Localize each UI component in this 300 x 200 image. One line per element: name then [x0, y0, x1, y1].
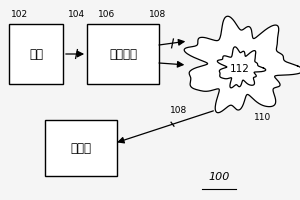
Text: 光源: 光源	[29, 47, 43, 60]
Bar	[9, 24, 63, 84]
Polygon shape	[217, 47, 266, 88]
Text: 102: 102	[11, 10, 28, 19]
Bar	[87, 24, 159, 84]
Text: 104: 104	[68, 10, 85, 19]
Text: 108: 108	[148, 10, 166, 19]
Text: 108: 108	[169, 106, 187, 115]
Text: 106: 106	[98, 10, 115, 19]
Bar	[45, 120, 117, 176]
Polygon shape	[184, 16, 300, 113]
Text: 110: 110	[254, 112, 271, 121]
Text: 100: 100	[208, 172, 230, 182]
Text: 112: 112	[230, 64, 250, 74]
Text: 参量器件: 参量器件	[109, 47, 137, 60]
Text: 分光计: 分光计	[70, 142, 92, 154]
